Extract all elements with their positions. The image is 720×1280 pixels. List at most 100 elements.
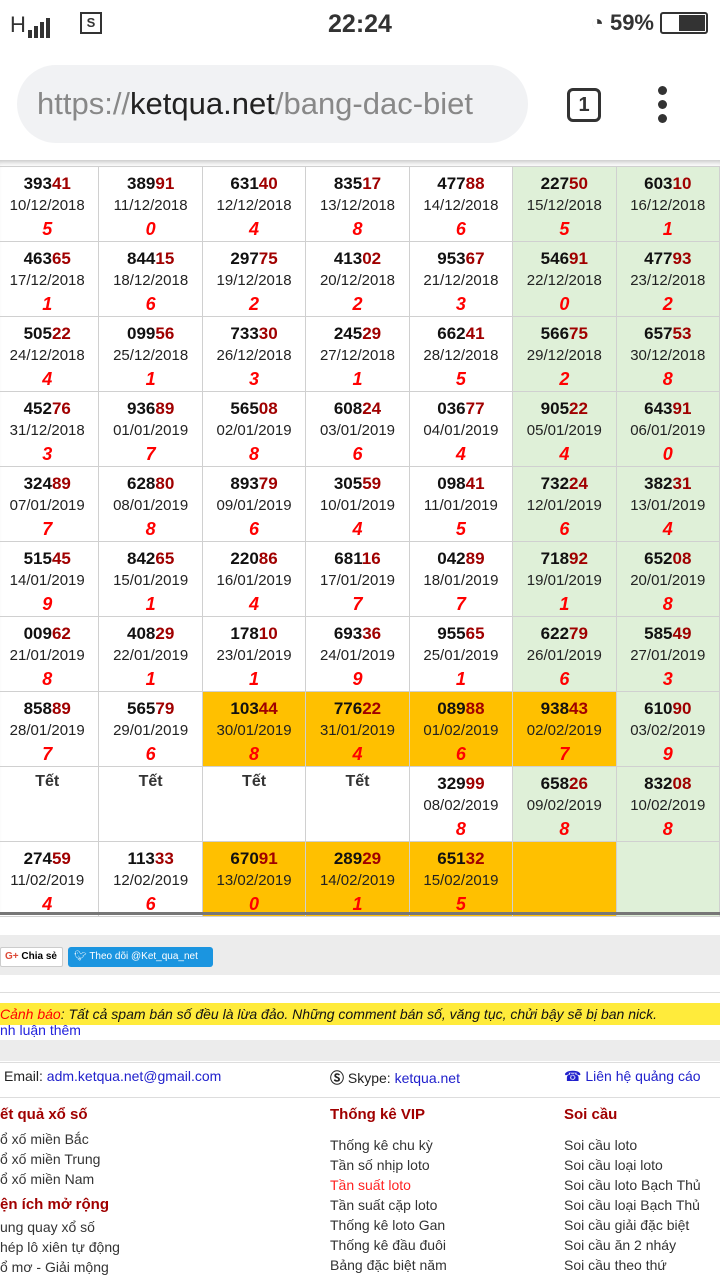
prize-number: 95367 (437, 249, 485, 268)
url-domain: ketqua.net (130, 86, 275, 121)
footer-link[interactable]: ổ xố miền Trung (0, 1151, 101, 1167)
footer-link[interactable]: ổ xố miền Nam (0, 1171, 95, 1187)
prize-tail: 49 (672, 624, 692, 643)
draw-date: 01/02/2019 (423, 722, 499, 739)
footer-link[interactable]: ung quay xổ số (0, 1219, 95, 1235)
prize-number: 65208 (644, 549, 692, 568)
result-cell: 17810 23/01/2019 1 (201, 616, 307, 692)
ads-contact-link[interactable]: Liên hệ quảng cáo (585, 1068, 701, 1084)
prize-number: 84415 (126, 249, 175, 268)
battery-percent: 59% (609, 10, 654, 35)
digit-sum: 0 (145, 219, 156, 239)
prize-number: 56508 (230, 399, 278, 418)
prize-number: 47788 (437, 174, 485, 193)
prize-tail: 10 (258, 624, 278, 643)
footer-link[interactable]: Soi cầu theo thứ (564, 1257, 667, 1273)
prize-tail: 99 (465, 774, 485, 793)
prize-tail: 29 (362, 324, 382, 343)
prize-number: 68116 (334, 549, 381, 568)
footer-link[interactable]: Tần suất loto (330, 1177, 411, 1193)
result-cell: 32999 08/02/2019 8 (408, 766, 514, 842)
footer-link[interactable]: Soi cầu loại Bạch Thủ (564, 1197, 700, 1213)
prize-tail: 65 (51, 249, 71, 268)
draw-date: 31/01/2019 (319, 722, 396, 739)
footer-link[interactable]: ổ mơ - Giải mộng (0, 1259, 109, 1275)
footer-link[interactable]: Tần suất cặp loto (330, 1197, 438, 1213)
prize-number: 61090 (644, 699, 692, 718)
google-share-button[interactable]: G+ Chia sẻ (0, 947, 63, 967)
result-cell: 67091 13/02/2019 0 (201, 841, 307, 917)
footer-col-vip: Thống kê VIP Thống kê chu kỳ Tần số nhịp … (330, 1105, 447, 1275)
digit-sum: 6 (455, 219, 466, 239)
draw-date: 21/12/2018 (423, 272, 499, 289)
result-cell: 54691 22/12/2018 0 (512, 241, 617, 317)
footer-link[interactable]: Soi cầu loto (564, 1137, 638, 1153)
digit-sum: 7 (42, 744, 53, 764)
footer-link[interactable]: Soi cầu giải đặc biệt (564, 1217, 690, 1233)
prize-number: 83517 (333, 174, 382, 193)
prize-number: 60310 (644, 174, 692, 193)
draw-date: 10/02/2019 (630, 797, 706, 814)
footer-link[interactable]: Thống kê loto Gan (330, 1217, 446, 1233)
footer-link[interactable]: Thống kê đầu đuôi (330, 1237, 446, 1253)
digit-sum: 4 (455, 444, 466, 464)
url-bar[interactable]: https://ketqua.net/bang-dac-biet (17, 65, 528, 143)
result-cell: 11333 12/02/2019 6 (98, 841, 203, 917)
footer-col-soi-cau: Soi cầu Soi cầu loto Soi cầu loại loto Soi… (564, 1105, 701, 1275)
digit-sum: 1 (145, 669, 156, 689)
network-type: H (10, 12, 26, 37)
email-link[interactable]: adm.ketqua.net@gmail.com (46, 1068, 222, 1084)
digit-sum: 5 (455, 519, 466, 539)
share-bar: G+ Chia sẻ 🐦︎ Theo dõi @Ket_qua_net (0, 935, 720, 975)
footer-link[interactable]: ổ xố miền Bắc (0, 1131, 89, 1147)
result-cell: 56579 29/01/2019 6 (98, 691, 203, 767)
prize-number: 47793 (644, 249, 692, 268)
prize-number: 28929 (333, 849, 382, 868)
gray-band (0, 1040, 720, 1061)
draw-date: 17/01/2019 (319, 572, 396, 589)
digit-sum: 6 (559, 669, 570, 689)
skype-link[interactable]: ketqua.net (394, 1070, 460, 1086)
prize-number: 32999 (437, 774, 485, 793)
twitter-follow-button[interactable]: 🐦︎ Theo dõi @Ket_qua_net (68, 947, 213, 967)
footer-link[interactable]: hép lô xiên tự động (0, 1239, 120, 1255)
prize-tail: 16 (361, 549, 381, 568)
digit-sum: 1 (455, 669, 466, 689)
result-cell: 83517 13/12/2018 8 (305, 166, 410, 242)
result-cell: 22750 15/12/2018 5 (512, 166, 617, 242)
footer-link[interactable]: Tần số nhịp loto (330, 1157, 430, 1173)
google-plus-icon: G+ (5, 951, 19, 962)
result-cell: 32489 07/01/2019 7 (0, 466, 100, 542)
prize-number: 03677 (437, 399, 485, 418)
prize-number: 51545 (23, 549, 71, 568)
footer-link[interactable]: Soi cầu loại loto (564, 1157, 663, 1173)
prize-tail: 45 (51, 549, 71, 568)
prize-number: 69336 (333, 624, 382, 643)
draw-date: 01/01/2019 (113, 422, 189, 439)
prize-tail: 17 (362, 174, 382, 193)
digit-sum: 6 (249, 519, 260, 539)
menu-icon[interactable] (658, 86, 668, 128)
digit-sum: 7 (455, 594, 466, 614)
draw-date: 05/01/2019 (526, 422, 602, 439)
prize-number: 83208 (644, 774, 692, 793)
more-comments-link[interactable]: nh luận thêm (0, 1022, 81, 1038)
draw-date: 08/02/2019 (423, 797, 499, 814)
prize-number: 46365 (23, 249, 71, 268)
footer-link[interactable]: Thống kê chu kỳ (330, 1137, 433, 1153)
prize-tail: 22 (51, 324, 71, 343)
footer-link[interactable]: Soi cầu ăn 2 nháy (564, 1237, 677, 1253)
result-cell: Tết (305, 766, 410, 842)
prize-number: 40829 (126, 624, 175, 643)
draw-date: 09/02/2019 (526, 797, 602, 814)
footer-link[interactable]: Soi cầu loto Bạch Thủ (564, 1177, 701, 1193)
prize-tail: 56 (155, 324, 175, 343)
prize-number: 95565 (437, 624, 485, 643)
tab-switcher-button[interactable]: 1 (567, 88, 601, 122)
result-cell: 83208 10/02/2019 8 (615, 766, 720, 842)
footer-link[interactable]: Bảng đặc biệt năm (330, 1257, 447, 1273)
digit-sum: 1 (352, 894, 363, 914)
prize-tail: 41 (465, 474, 485, 493)
result-cell: 65208 20/01/2019 8 (615, 541, 720, 617)
prize-number: 00962 (23, 624, 71, 643)
